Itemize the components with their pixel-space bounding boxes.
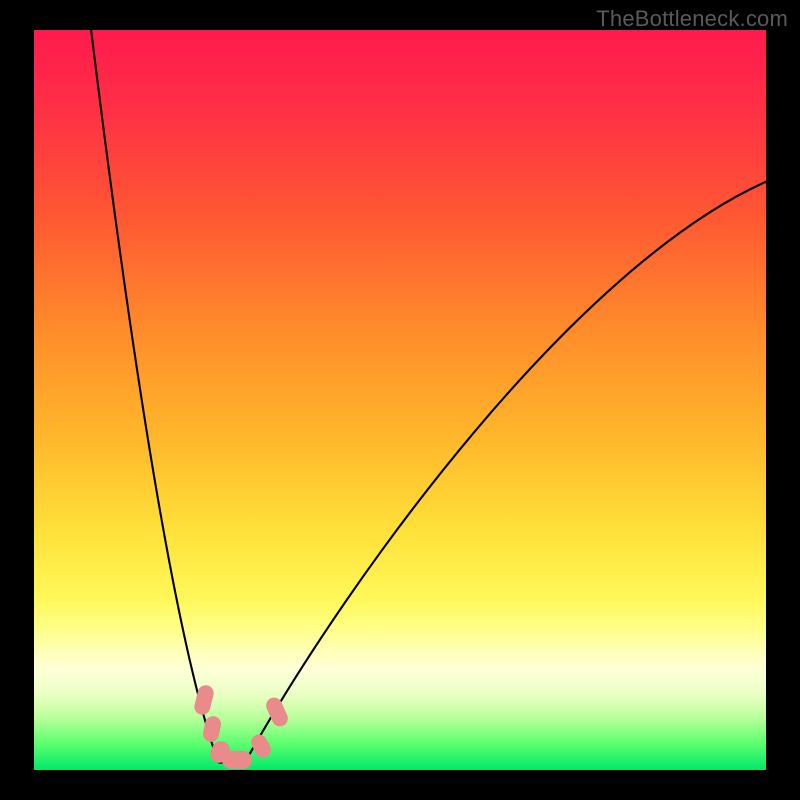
plot-area — [34, 30, 766, 770]
bottleneck-marker — [201, 715, 222, 744]
bottleneck-marker — [264, 695, 291, 729]
watermark-text: TheBottleneck.com — [596, 6, 788, 32]
marker-layer — [34, 30, 766, 770]
bottleneck-marker — [192, 683, 215, 716]
bottleneck-marker — [248, 731, 273, 760]
chart-frame: TheBottleneck.com — [0, 0, 800, 800]
bottleneck-marker — [222, 751, 252, 769]
